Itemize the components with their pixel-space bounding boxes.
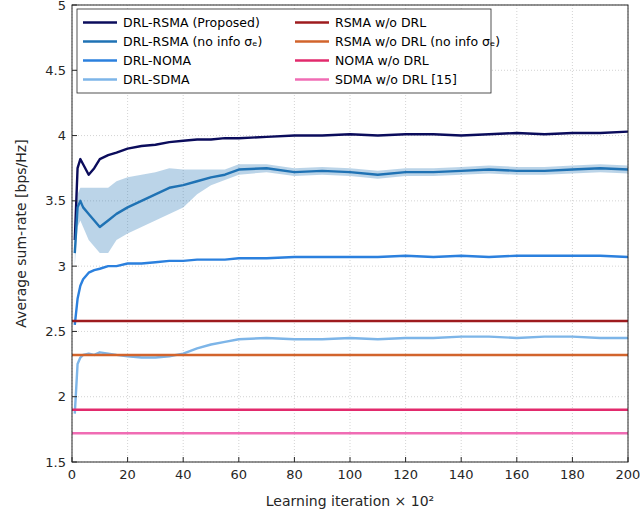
tick-label: 2.5 (45, 324, 66, 339)
tick-label: 3.5 (45, 193, 66, 208)
series-line (72, 432, 628, 434)
series-line (75, 337, 628, 414)
tick (183, 457, 184, 462)
tick (72, 135, 77, 136)
grid-line (72, 396, 628, 397)
background (0, 0, 640, 516)
legend-swatch (83, 59, 117, 61)
tick-label: 0 (68, 467, 76, 482)
legend-label: SDMA w/o DRL [15] (335, 72, 457, 87)
tick-label: 1.5 (45, 455, 66, 470)
series-line (75, 132, 628, 240)
tick (72, 266, 77, 267)
plot-frame (72, 5, 628, 462)
legend-swatch (295, 78, 329, 80)
tick-label: 4 (58, 128, 66, 143)
tick (72, 457, 73, 462)
legend: DRL-RSMA (Proposed) DRL-RSMA (no info σₑ)… (77, 9, 500, 93)
grid-line (516, 5, 517, 462)
legend-swatch (295, 40, 329, 42)
legend-swatch (295, 21, 329, 23)
tick-label: 100 (338, 467, 363, 482)
tick-label: 160 (504, 467, 529, 482)
x-axis-label: Learning iteration × 10² (266, 493, 434, 509)
legend-label: DRL-NOMA (123, 53, 192, 68)
series-line (75, 256, 628, 325)
confidence-band (75, 164, 628, 266)
tick (294, 457, 295, 462)
grid-line (72, 331, 628, 332)
tick-label: 60 (231, 467, 248, 482)
tick (461, 457, 462, 462)
tick-label: 2 (58, 389, 66, 404)
tick (350, 457, 351, 462)
tick (72, 5, 77, 6)
tick-label: 40 (175, 467, 192, 482)
tick-label: 20 (119, 467, 136, 482)
legend-label: DRL-SDMA (123, 72, 190, 87)
legend-swatch (83, 40, 117, 42)
tick-label: 140 (449, 467, 474, 482)
tick (72, 200, 77, 201)
tick-label: 120 (393, 467, 418, 482)
tick (516, 457, 517, 462)
tick (572, 457, 573, 462)
tick-label: 4.5 (45, 63, 66, 78)
tick (72, 462, 77, 463)
series-line (75, 168, 628, 253)
legend-label: RSMA w/o DRL (no info σₑ) (335, 34, 500, 49)
tick-label: 5 (58, 0, 66, 13)
legend-label: DRL-RSMA (no info σₑ) (123, 34, 262, 49)
series-line (72, 354, 628, 356)
legend-label: RSMA w/o DRL (335, 15, 426, 30)
chart: 0 20 40 60 80 100 120 140 160 180 200 1.5 2 2.5 3 3.5 4 4… (0, 0, 640, 516)
legend-swatch (83, 78, 117, 80)
series-line (72, 320, 628, 322)
legend-swatch (83, 21, 117, 23)
legend-label: DRL-RSMA (Proposed) (123, 15, 260, 30)
plot-data (72, 132, 628, 434)
tick (238, 457, 239, 462)
y-axis-label: Average sum-rate [bps/Hz] (13, 139, 29, 327)
tick (405, 457, 406, 462)
tick-label: 180 (560, 467, 585, 482)
grid-line (72, 266, 628, 267)
legend-box (77, 9, 491, 93)
grid-line (572, 5, 573, 462)
tick (72, 396, 77, 397)
legend-swatch (295, 59, 329, 61)
tick (127, 457, 128, 462)
legend-label: NOMA w/o DRL (335, 53, 429, 68)
tick-label: 80 (286, 467, 303, 482)
tick (72, 70, 77, 71)
series-line (72, 409, 628, 411)
tick-label: 3 (58, 259, 66, 274)
tick-label: 200 (616, 467, 640, 482)
tick (628, 457, 629, 462)
tick (72, 331, 77, 332)
